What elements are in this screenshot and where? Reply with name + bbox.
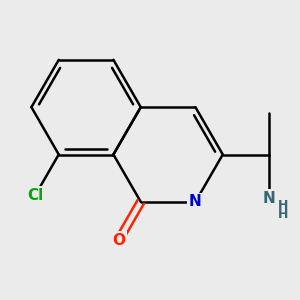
Text: H: H	[278, 199, 288, 212]
Text: H: H	[278, 208, 288, 221]
Text: O: O	[112, 233, 125, 248]
Text: N: N	[262, 191, 275, 206]
Text: Cl: Cl	[27, 188, 44, 202]
Text: N: N	[189, 194, 202, 209]
